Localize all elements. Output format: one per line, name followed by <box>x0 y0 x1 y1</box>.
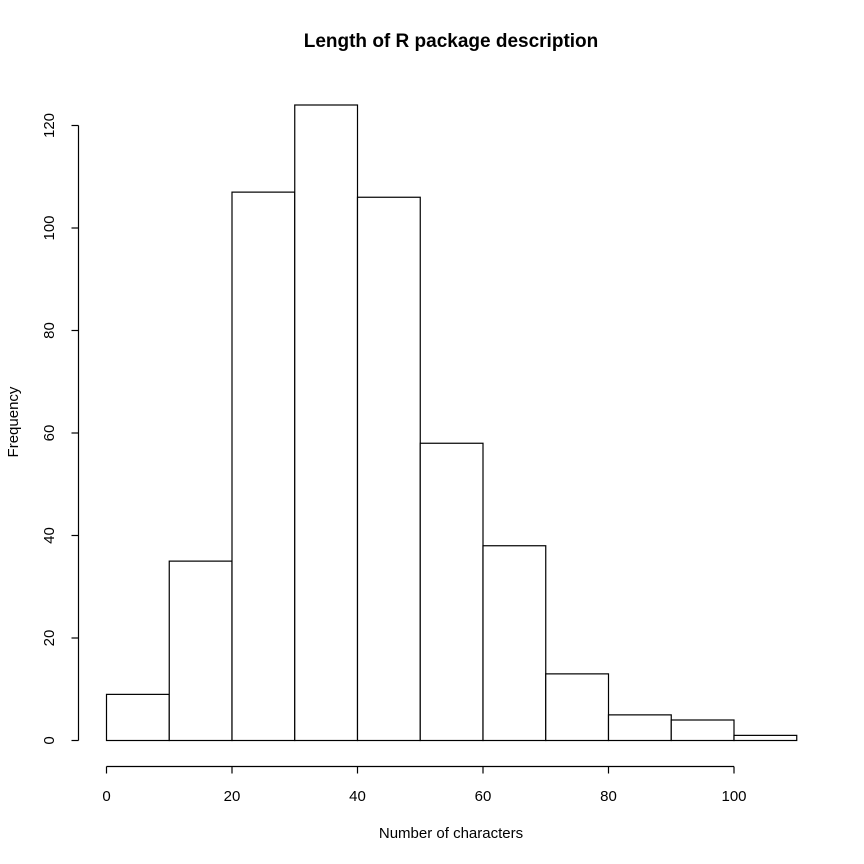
x-axis: 0 20 40 60 80 100 <box>102 765 747 805</box>
histogram-bar <box>545 673 610 742</box>
y-axis: 0 20 40 60 80 100 120 <box>41 113 80 745</box>
x-tick-label: 0 <box>102 788 110 805</box>
x-tick-label: 20 <box>224 788 241 805</box>
histogram-bar <box>482 545 547 742</box>
histogram-bar <box>231 191 296 742</box>
y-tick-label: 40 <box>41 527 58 544</box>
y-axis-label: Frequency <box>5 386 22 457</box>
x-tick-label: 40 <box>349 788 366 805</box>
y-tick-label: 100 <box>41 215 58 240</box>
chart-title: Length of R package description <box>304 31 599 52</box>
y-tick-label: 60 <box>41 425 58 442</box>
x-tick-label: 100 <box>721 788 746 805</box>
histogram-bar <box>105 693 170 742</box>
histogram-bar <box>356 196 421 742</box>
x-axis-label: Number of characters <box>379 825 523 842</box>
y-tick-label: 80 <box>41 322 58 339</box>
x-tick-label: 80 <box>600 788 617 805</box>
bars-group <box>105 104 798 742</box>
x-tick-label: 60 <box>475 788 492 805</box>
histogram-bar <box>670 719 735 742</box>
histogram-bar <box>294 104 359 742</box>
histogram-bar <box>607 714 672 742</box>
histogram-bar <box>419 442 484 742</box>
histogram-bar <box>168 560 233 742</box>
histogram-bar <box>733 734 798 742</box>
y-tick-label: 120 <box>41 113 58 138</box>
y-tick-label: 20 <box>41 630 58 647</box>
y-tick-label: 0 <box>41 736 58 744</box>
